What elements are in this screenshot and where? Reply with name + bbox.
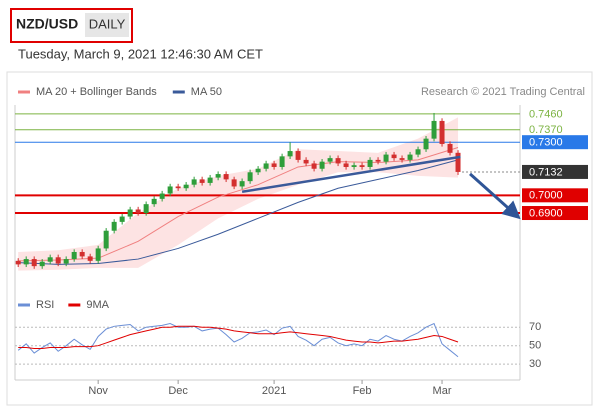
candle-body: [47, 257, 53, 262]
candle-body: [207, 177, 213, 183]
candle-body: [63, 259, 69, 264]
candle-body: [119, 216, 125, 222]
timestamp: Tuesday, March 9, 2021 12:46:30 AM CET: [18, 46, 263, 61]
candle-body: [151, 198, 157, 205]
candle-body: [215, 174, 221, 178]
candle-body: [239, 181, 245, 187]
chart-frame: [6, 71, 593, 406]
rsi-line: [18, 325, 459, 349]
x-tick-label: Feb: [353, 385, 372, 397]
level-label: 0.7300: [529, 137, 563, 149]
candle-body: [39, 261, 45, 267]
candle-body: [31, 259, 37, 267]
x-tick-label: Mar: [433, 385, 452, 397]
candle-body: [111, 221, 117, 231]
candle-body: [135, 209, 141, 214]
y-tick-label: 50: [529, 340, 541, 352]
candle-body: [95, 248, 101, 261]
legend-label: MA 20 + Bollinger Bands: [36, 86, 157, 98]
candle-body: [127, 209, 133, 217]
candle-body: [199, 179, 205, 183]
candle-body: [183, 184, 189, 189]
candle-body: [439, 120, 445, 144]
level-label-box: [522, 188, 588, 203]
candle-body: [303, 159, 309, 164]
candle-body: [455, 152, 461, 172]
trendline: [241, 155, 461, 194]
candle-body: [159, 193, 165, 199]
candle-body: [375, 159, 381, 162]
candle-body: [279, 156, 285, 167]
level-label-box: [522, 206, 588, 221]
candle-body: [191, 179, 197, 185]
x-tick-label: Nov: [88, 385, 108, 397]
candle-body: [423, 138, 429, 150]
candle-body: [351, 165, 357, 167]
candle-body: [343, 163, 349, 167]
level-label: 0.7370: [529, 124, 563, 136]
candle-body: [15, 260, 21, 265]
level-label-box: [522, 135, 588, 150]
candle-body: [247, 172, 253, 182]
candle-body: [143, 204, 149, 214]
candle-body: [263, 163, 269, 169]
source: Research © 2021 Trading Central: [421, 86, 585, 98]
candle-body: [399, 158, 405, 160]
candle-body: [319, 161, 325, 169]
forecast-arrow: [469, 172, 521, 220]
candle-body: [23, 259, 29, 265]
symbol: NZD/USD: [16, 16, 78, 32]
bollinger-band: [18, 117, 459, 271]
candle-body: [327, 158, 333, 162]
ma-line: [18, 159, 459, 265]
header-box: [10, 8, 133, 43]
period-bg: [85, 13, 129, 37]
candle-body: [167, 186, 173, 194]
candle-body: [295, 151, 301, 160]
candle-body: [415, 149, 421, 155]
candle-body: [335, 158, 341, 164]
level-label: 0.7000: [529, 190, 563, 202]
candle-body: [103, 230, 109, 249]
candle-body: [79, 251, 85, 257]
candle-body: [71, 251, 77, 260]
candle-body: [367, 159, 373, 167]
candle-body: [271, 163, 277, 167]
level-label: 0.6900: [529, 207, 563, 219]
candle-body: [223, 174, 229, 180]
candle-body: [311, 163, 317, 169]
x-tick-label: 2021: [262, 385, 286, 397]
legend-label: RSI: [36, 299, 54, 311]
candle-body: [359, 165, 365, 167]
period: DAILY: [89, 16, 126, 31]
level-label: 0.7132: [529, 166, 563, 178]
rsi-line: [17, 322, 459, 358]
candle-body: [231, 179, 237, 187]
candle-body: [287, 151, 293, 157]
candle-body: [55, 257, 61, 264]
candle-body: [255, 168, 261, 173]
candle-body: [87, 256, 93, 261]
candle-body: [175, 186, 181, 189]
y-tick-label: 30: [529, 358, 541, 370]
legend-label: 9MA: [86, 299, 109, 311]
candle-body: [431, 120, 437, 139]
level-label: 0.7460: [529, 108, 563, 120]
candle-body: [383, 154, 389, 162]
y-tick-label: 70: [529, 321, 541, 333]
level-label-box: [522, 164, 588, 179]
candle-body: [407, 154, 413, 160]
candle-body: [447, 143, 453, 153]
candle-body: [391, 154, 397, 159]
x-tick-label: Dec: [168, 385, 188, 397]
legend-label: MA 50: [191, 86, 222, 98]
